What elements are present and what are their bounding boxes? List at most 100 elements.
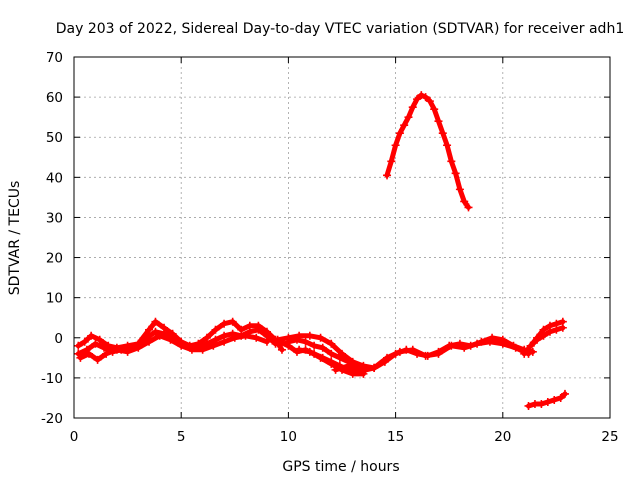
data-point [230,333,239,342]
data-point [443,141,452,150]
x-axis-label: GPS time / hours [282,459,399,475]
data-point [211,325,220,334]
x-tick-label: 25 [601,429,618,445]
data-point [277,345,286,354]
data-point [533,335,542,344]
data-point [335,353,344,362]
data-point [485,337,494,346]
data-point [460,343,469,352]
data-point [451,169,460,178]
data-point [316,333,325,342]
y-tick-label: 60 [46,90,63,106]
data-point [511,343,520,352]
x-tick-label: 5 [177,429,186,445]
data-point [327,339,336,348]
data-point [209,341,218,350]
data-point [413,95,422,104]
data-point [198,345,207,354]
plot-frame [73,56,611,419]
data-point [318,343,327,352]
data-point [252,333,261,342]
series-track-h [331,337,533,374]
data-point [537,399,546,408]
data-point [447,157,456,166]
y-tick-label: 10 [46,291,63,307]
data-point [310,341,319,350]
data-point [76,353,85,362]
data-point [292,335,301,344]
series-track-k [526,323,567,350]
data-point [295,345,304,354]
data-point [447,341,456,350]
series-track-i [383,91,473,212]
data-point [528,347,537,356]
data-point [91,339,100,348]
data-point [560,389,569,398]
data-point [327,349,336,358]
data-point [357,365,366,374]
data-point [545,327,554,336]
data-point [404,113,413,122]
data-point [305,331,314,340]
series-line [333,339,531,373]
data-point [421,93,430,102]
data-point [155,331,164,340]
data-point [395,129,404,138]
data-point [102,349,111,358]
data-point [556,393,565,402]
data-point [271,339,280,348]
data-point [383,171,392,180]
data-point [262,337,271,346]
series-track-c [76,331,271,364]
series-track-l [524,389,569,410]
grid-lines [74,57,610,418]
data-point [526,341,535,350]
data-point [177,341,186,350]
y-tick-label: 40 [46,170,63,186]
data-point [275,337,284,346]
data-point [552,325,561,334]
y-tick-label: 50 [46,130,63,146]
data-point [348,369,357,378]
y-tick-label: 0 [54,331,63,347]
data-point [438,129,447,138]
data-point [421,351,430,360]
y-axis-label: SDTVAR / TECUs [7,181,23,296]
data-point [87,331,96,340]
data-point [166,335,175,344]
data-point [100,343,109,352]
data-point [85,349,94,358]
data-point [434,349,443,358]
data-point [464,203,473,212]
data-point [301,337,310,346]
series-track-f [284,335,362,372]
data-point [327,359,336,368]
series-line [384,92,471,210]
data-point [408,345,417,354]
data-point [151,327,160,336]
data-point [558,323,567,332]
data-point [520,349,529,358]
data-point [434,117,443,126]
data-point [220,319,229,328]
data-point [370,363,379,372]
x-tick-label: 0 [70,429,79,445]
data-point [123,347,132,356]
x-tick-label: 20 [494,429,511,445]
data-series [74,91,569,410]
data-point [387,157,396,166]
data-point [344,361,353,370]
y-tick-label: 70 [46,50,63,66]
data-point [498,339,507,348]
data-point [228,317,237,326]
data-point [241,331,250,340]
data-point [316,353,325,362]
y-tick-label: -10 [41,371,63,387]
data-point [383,353,392,362]
y-tick-label: -20 [41,411,63,427]
data-point [539,331,548,340]
y-tick-label: 20 [46,251,63,267]
data-point [473,339,482,348]
data-point [391,141,400,150]
